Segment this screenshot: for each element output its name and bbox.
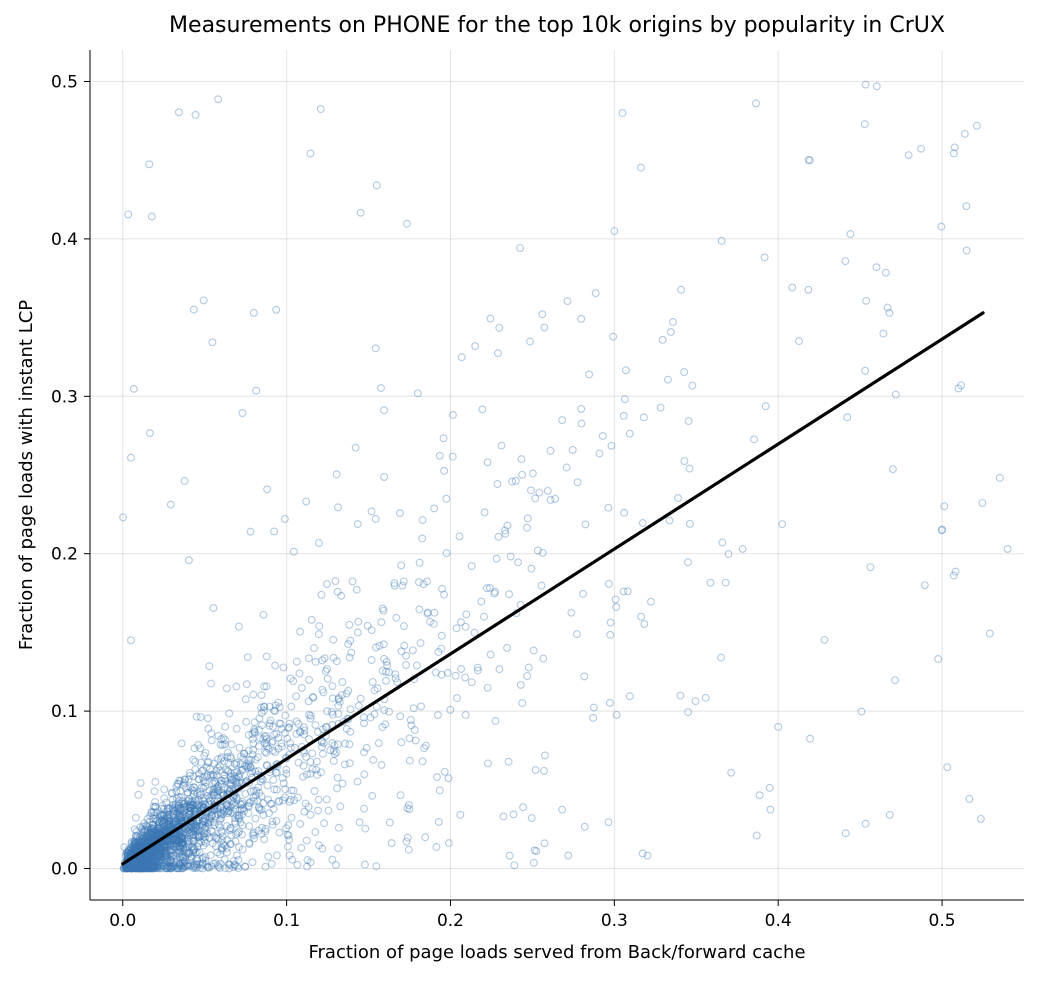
y-axis-label: Fraction of page loads with instant LCP — [16, 300, 37, 650]
scatter-chart: 0.0 0.1 0.2 0.3 0.4 0.5 0.0 0.1 0.2 0.3 0.4 0.5 Frac… — [0, 0, 1044, 988]
x-ticks: 0.0 0.1 0.2 0.3 0.4 0.5 — [109, 900, 955, 931]
x-axis-label: Fraction of page loads served from Back/… — [308, 942, 805, 963]
x-tick-label: 0.4 — [765, 911, 792, 931]
x-tick-label: 0.3 — [601, 911, 628, 931]
y-tick-label: 0.1 — [51, 702, 78, 722]
y-ticks: 0.0 0.1 0.2 0.3 0.4 0.5 — [51, 72, 90, 879]
y-tick-label: 0.4 — [51, 230, 78, 250]
x-tick-label: 0.1 — [273, 911, 300, 931]
x-tick-label: 0.0 — [109, 911, 136, 931]
y-tick-label: 0.0 — [51, 860, 78, 880]
x-tick-label: 0.5 — [929, 911, 956, 931]
x-tick-label: 0.2 — [437, 911, 464, 931]
y-tick-label: 0.5 — [51, 72, 78, 92]
y-tick-label: 0.3 — [51, 387, 78, 407]
y-tick-label: 0.2 — [51, 545, 78, 565]
chart-container: 0.0 0.1 0.2 0.3 0.4 0.5 0.0 0.1 0.2 0.3 0.4 0.5 Frac… — [0, 0, 1044, 988]
chart-title: Measurements on PHONE for the top 10k or… — [169, 13, 945, 38]
